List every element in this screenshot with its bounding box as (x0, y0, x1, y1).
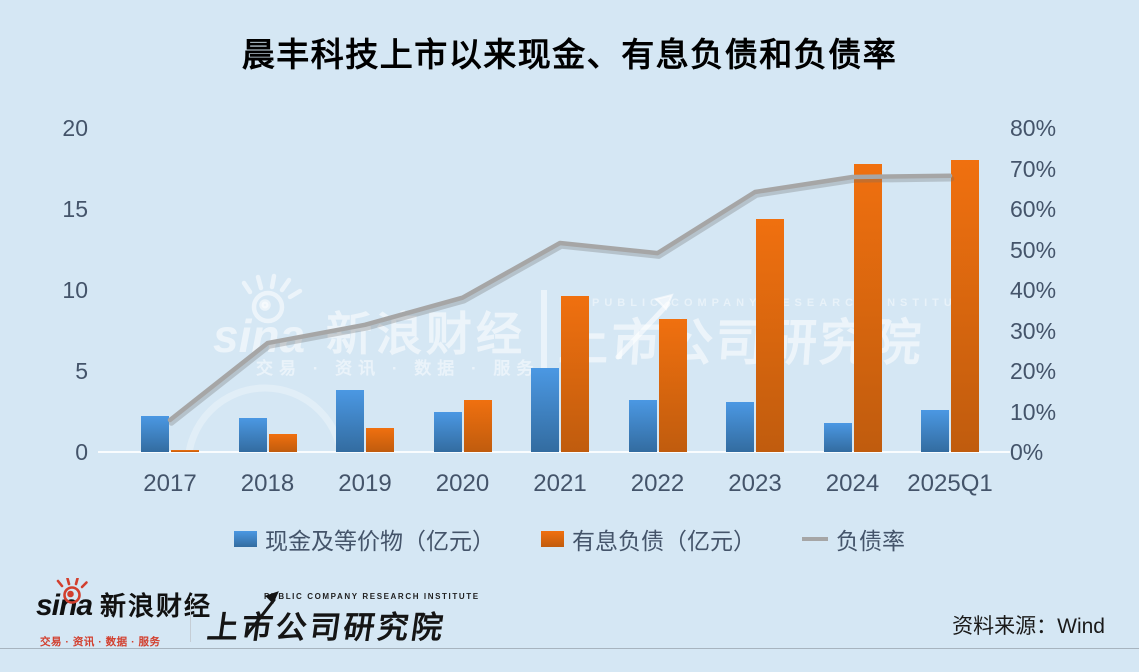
data-source: 资料来源：Wind (952, 615, 1105, 638)
x-axis-label: 2018 (240, 470, 295, 497)
left-axis-tick: 0 (75, 439, 88, 465)
legend-item-debt: 有息负债（亿元） (541, 522, 756, 556)
bar-cash (336, 390, 364, 452)
bar-cash (238, 417, 267, 452)
left-axis-tick: 15 (62, 196, 88, 222)
sina-tagline: 交易 · 资讯 · 数据 · 服务 (40, 636, 161, 648)
x-axis-label: 2019 (338, 470, 392, 497)
x-axis-label: 2025Q1 (907, 470, 993, 497)
left-axis-tick: 5 (75, 358, 88, 384)
sina-eye-icon (56, 578, 88, 604)
bar-cash (726, 401, 754, 452)
pcri-arrow-icon (244, 591, 279, 638)
bar-debt (853, 163, 882, 452)
legend-label-debt: 有息负债（亿元） (572, 528, 756, 554)
footer-divider (190, 596, 191, 642)
x-axis-label: 2017 (143, 470, 197, 497)
x-axis-label: 2022 (630, 470, 685, 497)
x-axis-label: 2021 (533, 470, 587, 497)
pcri-name-text: 上市公司研究院 (205, 610, 449, 645)
bar-cash (628, 400, 657, 452)
bar-debt (463, 400, 492, 452)
chart-title: 晨丰科技上市以来现金、有息负债和负债率 (241, 36, 898, 73)
bar-debt (756, 218, 784, 452)
right-axis-tick: 50% (1010, 236, 1057, 263)
right-axis-tick: 80% (1010, 115, 1057, 141)
right-axis-tick: 20% (1010, 358, 1057, 384)
x-axis-label: 2020 (435, 470, 490, 497)
ratio-line-swatch-icon (802, 537, 828, 541)
bar-debt (171, 450, 199, 452)
x-axis-label: 2023 (728, 470, 782, 497)
bar-debt (561, 296, 589, 452)
bar-cash (823, 422, 852, 452)
bar-cash (433, 411, 462, 452)
left-axis-tick: 20 (62, 115, 88, 141)
x-axis-line (98, 451, 1010, 453)
bar-debt (268, 434, 297, 452)
right-axis-tick: 60% (1010, 196, 1057, 222)
legend-item-cash: 现金及等价物（亿元） (234, 522, 495, 556)
bar-debt (658, 319, 687, 452)
pcri-logo: PUBLIC COMPANY RESEARCH INSTITUTE 上市公司研究… (205, 591, 480, 647)
sina-finance-name: 新浪财经 (100, 591, 213, 621)
debt-swatch-icon (541, 531, 564, 547)
bar-cash (921, 409, 949, 452)
right-axis-tick: 0% (1010, 439, 1044, 465)
right-axis-tick: 10% (1010, 398, 1057, 425)
sina-logo: sina 新浪财经 交易 · 资讯 · 数据 · 服务 (36, 578, 213, 648)
legend-item-ratio: 负债率 (802, 522, 905, 556)
bar-cash (531, 367, 559, 452)
right-axis-tick: 40% (1010, 277, 1057, 303)
left-axis-tick: 10 (62, 277, 88, 303)
x-axis-label: 2024 (825, 470, 880, 497)
footer: sina 新浪财经 交易 · 资讯 · 数据 · 服务 PUBLIC COMPAN… (0, 578, 1139, 672)
legend-label-cash: 现金及等价物（亿元） (265, 528, 495, 554)
right-axis-tick: 70% (1010, 155, 1057, 182)
footer-rule (0, 648, 1139, 649)
bar-debt (366, 427, 394, 452)
bar-debt (951, 160, 979, 452)
cash-swatch-icon (234, 531, 257, 547)
legend-label-ratio: 负债率 (836, 528, 905, 554)
bar-cash (141, 416, 169, 452)
right-axis-tick: 30% (1010, 317, 1057, 344)
chart-legend: 现金及等价物（亿元） 有息负债（亿元） 负债率 (0, 522, 1139, 556)
pcri-caps-text: PUBLIC COMPANY RESEARCH INSTITUTE (264, 592, 480, 601)
